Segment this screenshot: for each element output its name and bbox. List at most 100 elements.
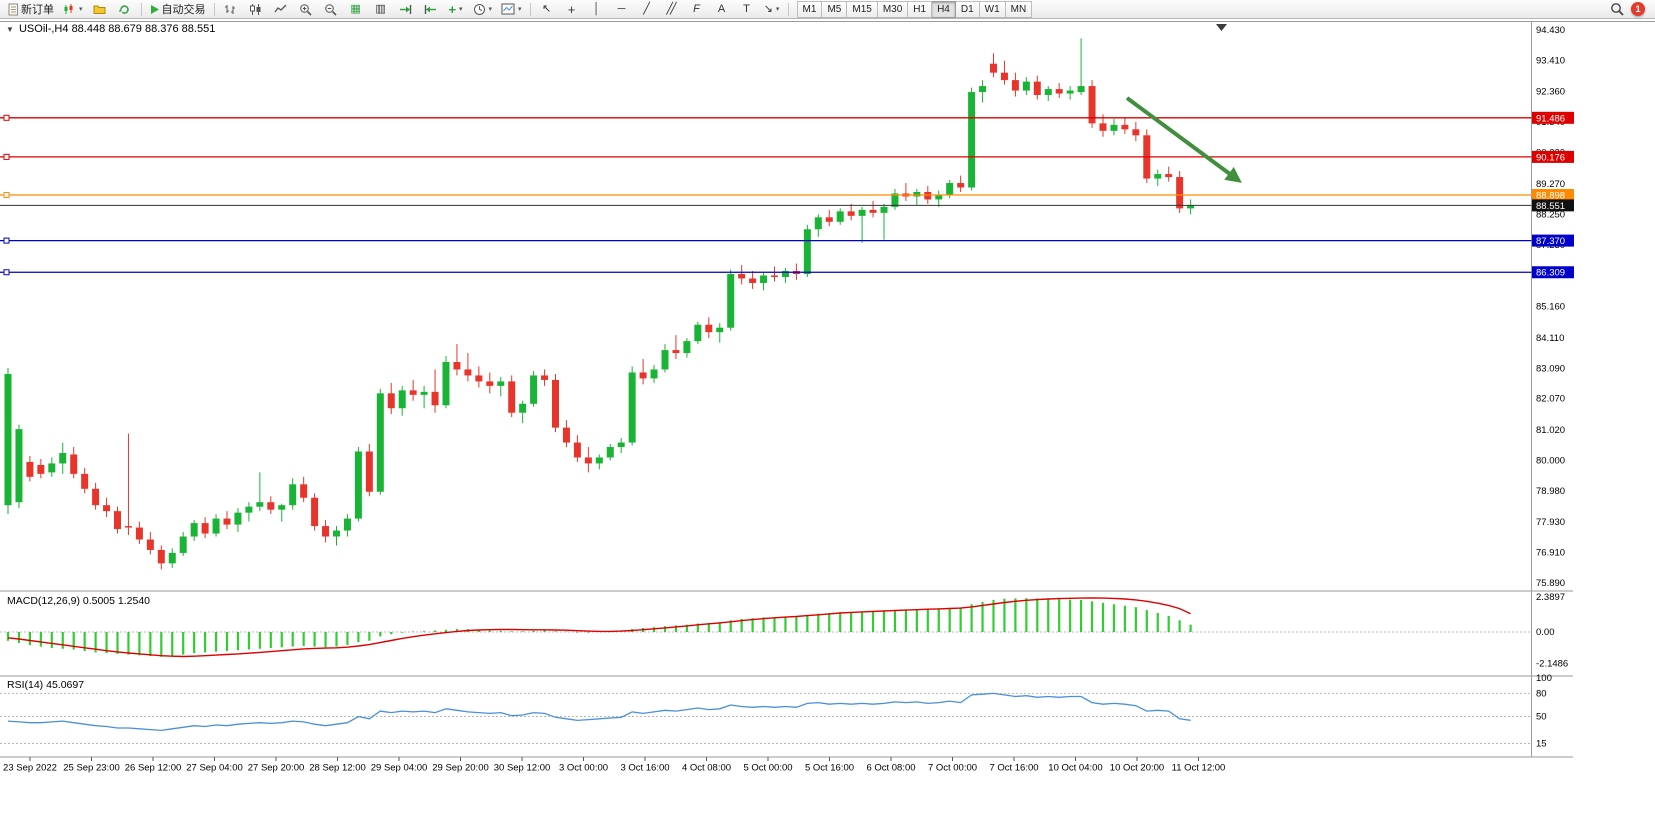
crosshair-tool-button[interactable]: +: [560, 0, 584, 19]
time-axis-label: 29 Sep 20:00: [432, 763, 489, 774]
template-image-icon: [501, 3, 515, 15]
horizontal-level-line[interactable]: [0, 153, 1532, 160]
candle-body: [409, 390, 417, 395]
timeframe-button-m15[interactable]: M15: [847, 0, 878, 18]
candle-body: [552, 379, 559, 428]
timeframe-button-w1[interactable]: W1: [979, 0, 1006, 18]
chart-shift-button[interactable]: [419, 0, 443, 19]
chart-shift-marker[interactable]: [1216, 24, 1227, 31]
zoom-out-button[interactable]: [319, 0, 343, 19]
candle-body: [628, 372, 636, 443]
grid-button[interactable]: ▦: [344, 0, 368, 19]
candle-body: [814, 217, 822, 230]
candle-body: [760, 275, 768, 283]
candle-body: [781, 271, 789, 277]
macd-indicator-values: 0.5005 1.2540: [82, 595, 151, 607]
candle-body: [81, 473, 89, 489]
candle-body: [1110, 124, 1118, 131]
new-chart-button[interactable]: ▾: [59, 0, 87, 19]
line-handle[interactable]: [3, 192, 10, 199]
horizontal-level-line[interactable]: [0, 269, 1532, 276]
timeframe-button-m1[interactable]: M1: [796, 0, 823, 18]
crosshair-icon: +: [567, 1, 576, 17]
candle-body: [300, 484, 308, 498]
fibonacci-tool-button[interactable]: F: [685, 0, 709, 19]
time-axis-label: 3 Oct 00:00: [559, 763, 608, 774]
candle-body: [179, 536, 187, 553]
zoom-in-button[interactable]: [294, 0, 318, 19]
vertical-line-tool-button[interactable]: │: [585, 0, 609, 19]
horizontal-line-tool-button[interactable]: ─: [610, 0, 634, 19]
periods-button[interactable]: ▾: [469, 0, 497, 19]
time-axis-label: 11 Oct 12:00: [1172, 763, 1226, 774]
candle-body: [453, 362, 461, 370]
candle-body: [398, 390, 406, 409]
candle-body: [1121, 124, 1129, 130]
search-icon[interactable]: [1610, 2, 1624, 16]
rsi-header: RSI(14) 45.0697: [7, 679, 84, 691]
candle-body: [771, 275, 778, 277]
arrows-tool-icon: ↘: [763, 2, 773, 15]
candle-body: [913, 191, 921, 197]
price-axis-label: 83.090: [1536, 363, 1565, 374]
price-axis-label: 94.430: [1536, 25, 1565, 36]
timeframe-button-d1[interactable]: D1: [955, 0, 980, 18]
indicators-button[interactable]: + ▾: [444, 0, 468, 19]
channel-tool-button[interactable]: ╱╱: [660, 0, 684, 19]
macd-axis-label: 0.00: [1536, 627, 1555, 638]
candle-body: [256, 502, 264, 507]
horizontal-level-line[interactable]: [0, 237, 1532, 244]
price-chart-canvas[interactable]: 94.43093.41092.36091.34090.32089.27088.2…: [0, 20, 1655, 819]
line-handle[interactable]: [3, 114, 10, 121]
candle-body: [15, 429, 23, 503]
trendline-tool-button[interactable]: ╱: [635, 0, 659, 19]
timeframe-button-m5[interactable]: M5: [822, 0, 848, 18]
tile-windows-button[interactable]: ▥: [369, 0, 393, 19]
candle-body: [157, 549, 165, 564]
timeframe-toolbar: M1 M5 M15 M30 H1 H4 D1 W1 MN: [796, 0, 1033, 18]
horizontal-level-line[interactable]: [0, 114, 1532, 121]
chart-menu-icon[interactable]: ▼: [6, 25, 14, 34]
candle-body: [1055, 89, 1063, 94]
rsi-indicator-name: RSI(14): [7, 679, 44, 691]
refresh-button[interactable]: [113, 0, 137, 19]
line-chart-type-button[interactable]: [269, 0, 293, 19]
candle-body: [803, 229, 811, 275]
price-axis-label: 84.110: [1536, 333, 1564, 344]
timeframe-button-mn[interactable]: MN: [1005, 0, 1033, 18]
candle-body: [541, 375, 549, 380]
trend-arrow-annotation[interactable]: [1125, 96, 1242, 183]
autotrade-button[interactable]: 自动交易: [146, 0, 210, 19]
candle-body: [234, 512, 242, 525]
label-tool-button[interactable]: T: [735, 0, 759, 19]
svg-text:88.898: 88.898: [1536, 191, 1565, 202]
new-order-button[interactable]: 新订单: [4, 0, 58, 19]
chevron-down-icon: ▾: [488, 6, 493, 13]
toolbar-separator: [213, 2, 215, 16]
line-handle[interactable]: [3, 269, 10, 276]
candlestick-chart-type-button[interactable]: [244, 0, 268, 19]
bar-chart-type-button[interactable]: [219, 0, 243, 19]
timeframe-button-h1[interactable]: H1: [908, 0, 933, 18]
templates-button[interactable]: ▾: [497, 0, 526, 19]
candle-body: [749, 278, 757, 283]
candle-body: [584, 457, 592, 464]
auto-scroll-button[interactable]: [394, 0, 418, 19]
candle-body: [37, 464, 45, 474]
candle-body: [606, 447, 614, 458]
notification-badge[interactable]: 1: [1631, 2, 1645, 16]
arrows-tool-button[interactable]: ↘ ▾: [760, 0, 784, 19]
chart-shift-icon: [424, 4, 437, 14]
profiles-button[interactable]: [88, 0, 112, 19]
line-handle[interactable]: [3, 237, 10, 244]
clock-icon: [473, 3, 485, 15]
cursor-tool-button[interactable]: ↖: [535, 0, 559, 19]
fibonacci-icon: F: [693, 2, 700, 15]
timeframe-button-h4[interactable]: H4: [932, 0, 956, 18]
timeframe-button-m30[interactable]: M30: [877, 0, 909, 18]
line-handle[interactable]: [3, 153, 10, 160]
candle-body: [847, 211, 855, 216]
text-tool-button[interactable]: A: [710, 0, 734, 19]
price-axis-label: 92.360: [1536, 87, 1565, 98]
horizontal-level-line[interactable]: [0, 192, 1532, 199]
